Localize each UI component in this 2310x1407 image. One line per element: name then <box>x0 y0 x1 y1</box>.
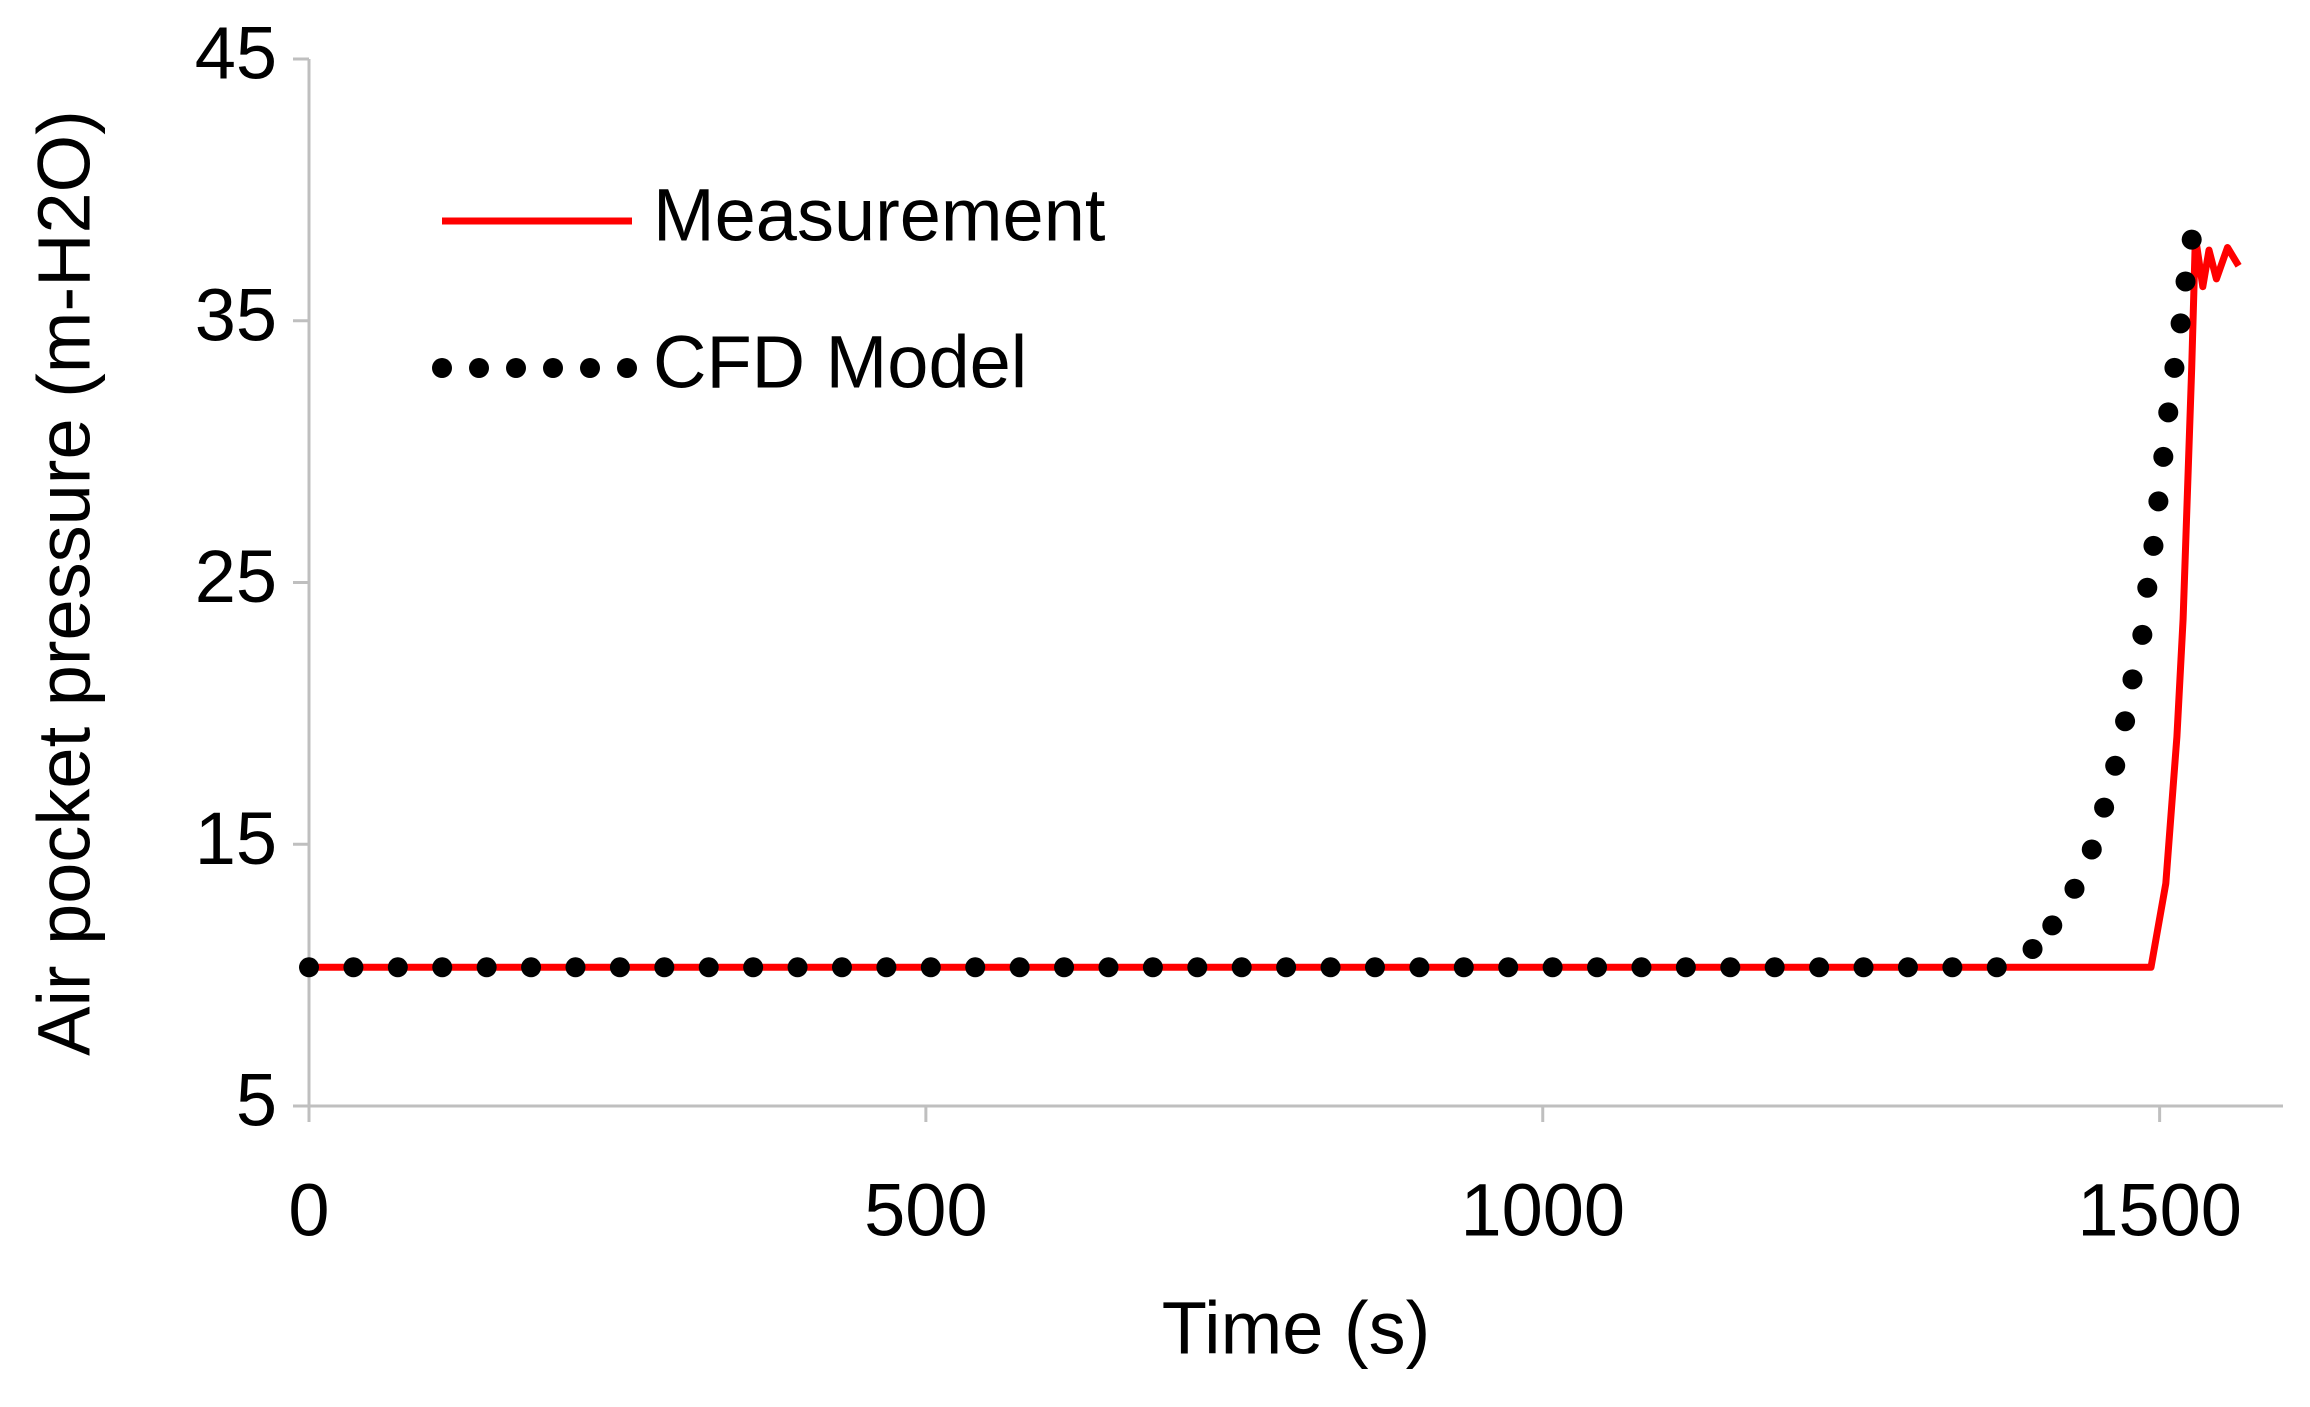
data-point <box>743 957 764 978</box>
data-point <box>1054 957 1075 978</box>
data-point <box>1675 957 1696 978</box>
y-axis-title: Air pocket pressure (m-H2O) <box>23 110 106 1056</box>
data-point <box>876 957 897 978</box>
x-tick-label: 0 <box>288 1169 329 1252</box>
data-point <box>787 957 808 978</box>
data-point <box>2148 491 2169 512</box>
data-point <box>1986 957 2007 978</box>
data-point <box>2158 402 2179 423</box>
data-point <box>1498 957 1519 978</box>
data-point <box>1897 957 1918 978</box>
y-tick-label: 5 <box>236 1059 277 1142</box>
data-point <box>2064 878 2085 899</box>
data-point <box>521 957 542 978</box>
data-point <box>654 957 675 978</box>
data-point <box>2115 711 2136 732</box>
data-point <box>476 957 497 978</box>
data-point <box>2153 446 2174 467</box>
data-point <box>565 957 586 978</box>
data-point <box>1009 957 1030 978</box>
data-point <box>299 957 319 978</box>
data-point <box>2170 313 2191 334</box>
data-point <box>432 957 453 978</box>
data-point <box>1764 957 1785 978</box>
data-point <box>920 957 941 978</box>
data-point <box>2181 229 2202 250</box>
data-point <box>1453 957 1474 978</box>
data-point <box>2164 357 2185 378</box>
data-point <box>1364 957 1385 978</box>
data-point <box>387 957 408 978</box>
data-point <box>2105 755 2126 776</box>
data-point <box>2175 271 2196 292</box>
data-point <box>1187 957 1208 978</box>
y-tick-label: 35 <box>195 273 277 356</box>
x-axis-title: Time (s) <box>1162 1287 1431 1370</box>
x-tick-label: 500 <box>864 1169 987 1252</box>
data-point <box>1587 957 1608 978</box>
data-point <box>2122 669 2143 690</box>
y-tick-label: 25 <box>195 535 277 618</box>
data-point <box>1809 957 1830 978</box>
y-tick-label: 15 <box>195 797 277 880</box>
data-point <box>2022 938 2043 959</box>
data-point <box>2042 915 2063 936</box>
legend-symbol <box>617 358 637 378</box>
legend-symbol <box>580 358 600 378</box>
data-point <box>1231 957 1252 978</box>
x-tick-label: 1000 <box>1460 1169 1625 1252</box>
data-point <box>1409 957 1430 978</box>
data-point <box>1276 957 1297 978</box>
data-point <box>1142 957 1163 978</box>
data-point <box>1720 957 1741 978</box>
data-point <box>698 957 719 978</box>
legend-symbol <box>432 358 452 378</box>
data-point <box>1942 957 1963 978</box>
data-point <box>609 957 630 978</box>
data-point <box>2143 535 2164 556</box>
legend-symbol <box>543 358 563 378</box>
legend-symbol <box>469 358 489 378</box>
data-point <box>1853 957 1874 978</box>
data-line <box>309 233 2242 971</box>
data-point <box>1542 957 1563 978</box>
data-point <box>2094 797 2115 818</box>
y-tick-label: 45 <box>195 12 277 95</box>
data-point <box>2132 624 2153 645</box>
data-point <box>1098 957 1119 978</box>
data-point <box>1631 957 1652 978</box>
legend-symbol <box>506 358 526 378</box>
data-point <box>2081 839 2102 860</box>
data-point <box>1320 957 1341 978</box>
data-point <box>343 957 364 978</box>
legend-label: CFD Model <box>653 321 1027 404</box>
data-point <box>2137 577 2158 598</box>
legend-label: Measurement <box>653 174 1106 257</box>
data-point <box>965 957 986 978</box>
data-point <box>831 957 852 978</box>
x-tick-label: 1500 <box>2077 1169 2242 1252</box>
